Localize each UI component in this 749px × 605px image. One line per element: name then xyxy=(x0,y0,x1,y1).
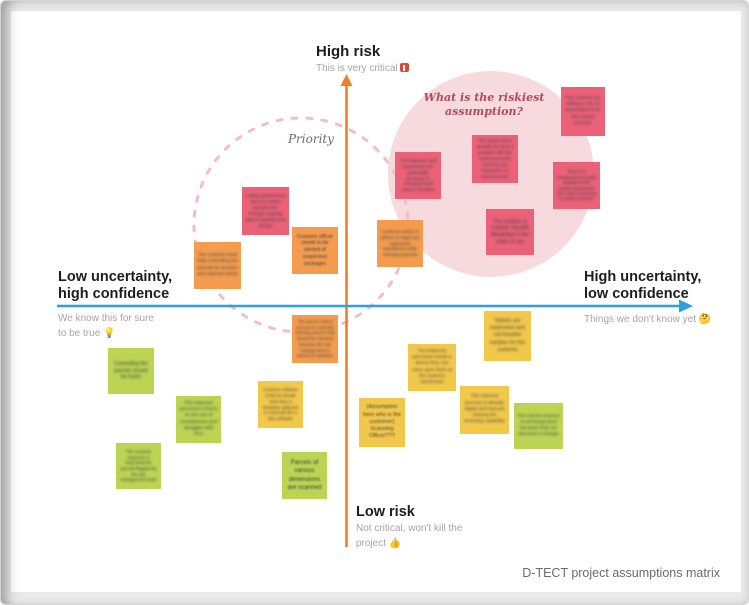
sticky-note[interactable]: The parcel control process is currently … xyxy=(292,315,338,363)
high-risk-subtitle: This is very critical xyxy=(316,62,409,77)
sticky-note[interactable]: Tablets are expensive and not feasible s… xyxy=(484,311,531,361)
left-axis-subtitle-line1: We know this for sure xyxy=(58,313,154,324)
sticky-note[interactable]: Customs officer needs to be alerted of s… xyxy=(292,227,338,274)
left-axis-label-line2: high confidence xyxy=(58,286,170,302)
sticky-note-text: Tablets are expensive and not feasible s… xyxy=(489,318,526,353)
high-risk-label: High risk xyxy=(316,43,381,60)
sticky-note[interactable]: The inspector perceives needs a device t… xyxy=(408,344,456,391)
sticky-note-text: Customs software (CMCS) should only have… xyxy=(262,387,299,421)
sticky-note[interactable]: Customs needs to adhere to legal and reg… xyxy=(377,220,423,267)
sticky-note[interactable]: The current scanner is not being used be… xyxy=(514,403,563,449)
sticky-note-text: (Assumption here who is the customer) Sc… xyxy=(363,404,401,440)
sticky-note[interactable]: There is a monkeywrench might adapted to… xyxy=(553,162,600,209)
riskiest-assumption-annotation: What is the riskiest assumption? xyxy=(419,91,549,119)
right-axis-label-line2: low confidence xyxy=(584,286,689,302)
sticky-note[interactable]: The customs are willing to rely on autom… xyxy=(561,87,605,136)
sticky-note-text: The inspector perceives needs a device t… xyxy=(412,348,452,385)
critical-icon xyxy=(399,63,409,72)
sticky-note-text: The parcel control process is currently … xyxy=(295,318,335,359)
riskiest-annotation-line2: assumption? xyxy=(445,105,523,118)
low-risk-subtitle-line1: Not critical, won't kill the xyxy=(356,523,463,534)
sticky-note[interactable]: The inspector perceives a fluent on the … xyxy=(176,396,221,443)
sticky-note[interactable]: The inspector and supervisors are potent… xyxy=(395,152,441,199)
sticky-note[interactable]: The customs inspector is improving the p… xyxy=(116,443,161,489)
sticky-note[interactable]: The solution is compat- ing with WhatsAp… xyxy=(486,209,534,255)
sticky-note[interactable]: (Assumption here who is the customer) Sc… xyxy=(359,398,405,447)
sticky-note-text: The customs need help controlling the pa… xyxy=(197,253,238,277)
priority-annotation: Priority xyxy=(287,132,335,146)
riskiest-annotation-line1: What is the riskiest xyxy=(423,91,545,104)
low-risk-subtitle-line2: project 👍 xyxy=(356,537,402,549)
sticky-note-text: Customs needs to adhere to legal and reg… xyxy=(380,228,420,258)
sticky-note-text: The inspector and supervisors are potent… xyxy=(399,157,437,193)
right-axis-subtitle: Things we don't know yet 🤔 xyxy=(584,314,712,325)
sticky-note-text: The solution is compat- ing with WhatsAp… xyxy=(490,218,530,245)
right-axis-label-line1: High uncertainty, xyxy=(584,269,702,285)
sticky-note-text: Parcels of various dimensions are scanne… xyxy=(287,459,322,491)
whiteboard-canvas[interactable] xyxy=(11,11,741,592)
left-axis-label: Low uncertainty, high confidence xyxy=(58,269,172,303)
left-axis-subtitle: We know this for sure to be true 💡 xyxy=(58,312,154,341)
sticky-note-text: Customs officer needs to be alerted of s… xyxy=(297,233,333,267)
sticky-note-text: The actual users actually do have a prob… xyxy=(476,138,514,179)
sticky-note-text: There is a monkeywrench might adapted to… xyxy=(556,169,597,202)
sticky-note[interactable]: Controlling the parcels should be faster xyxy=(108,348,154,394)
sticky-note[interactable]: The actual users actually do have a prob… xyxy=(472,135,518,183)
high-risk-subtitle-text: This is very critical xyxy=(316,63,398,74)
risk-axis-arrowhead xyxy=(340,74,353,86)
sticky-note[interactable]: Parcels of various dimensions are scanne… xyxy=(282,452,327,499)
left-axis-subtitle-line2: to be true 💡 xyxy=(58,327,116,339)
sticky-note-text: The inspector perceives a fluent on the … xyxy=(179,400,218,437)
uncertainty-axis-arrowhead xyxy=(679,299,693,313)
sticky-note-text: The customs inspector is improving the p… xyxy=(120,448,157,483)
sticky-note-text: Controlling the parcels should be faster xyxy=(114,360,148,381)
sticky-note-text: The current scanner is not being used be… xyxy=(517,413,560,438)
left-axis-label-line1: Low uncertainty, xyxy=(58,269,173,285)
low-risk-label: Low risk xyxy=(356,504,415,520)
sticky-note-text: The customs are willing to rely on autom… xyxy=(565,95,601,126)
sticky-note[interactable]: Customs software (CMCS) should only have… xyxy=(258,381,303,428)
sticky-note-text: Letting government want to control parce… xyxy=(245,193,286,228)
right-axis-label: High uncertainty, low confidence xyxy=(584,269,701,303)
sticky-note[interactable]: Letting government want to control parce… xyxy=(242,187,289,235)
sticky-note[interactable]: The customs process is already digital a… xyxy=(460,386,509,434)
sticky-note[interactable]: The customs need help controlling the pa… xyxy=(194,242,241,289)
sticky-note-text: The customs process is already digital a… xyxy=(464,394,505,425)
board-title-footer: D-TECT project assumptions matrix xyxy=(522,566,720,580)
low-risk-subtitle: Not critical, won't kill the project 👍 xyxy=(356,522,462,551)
